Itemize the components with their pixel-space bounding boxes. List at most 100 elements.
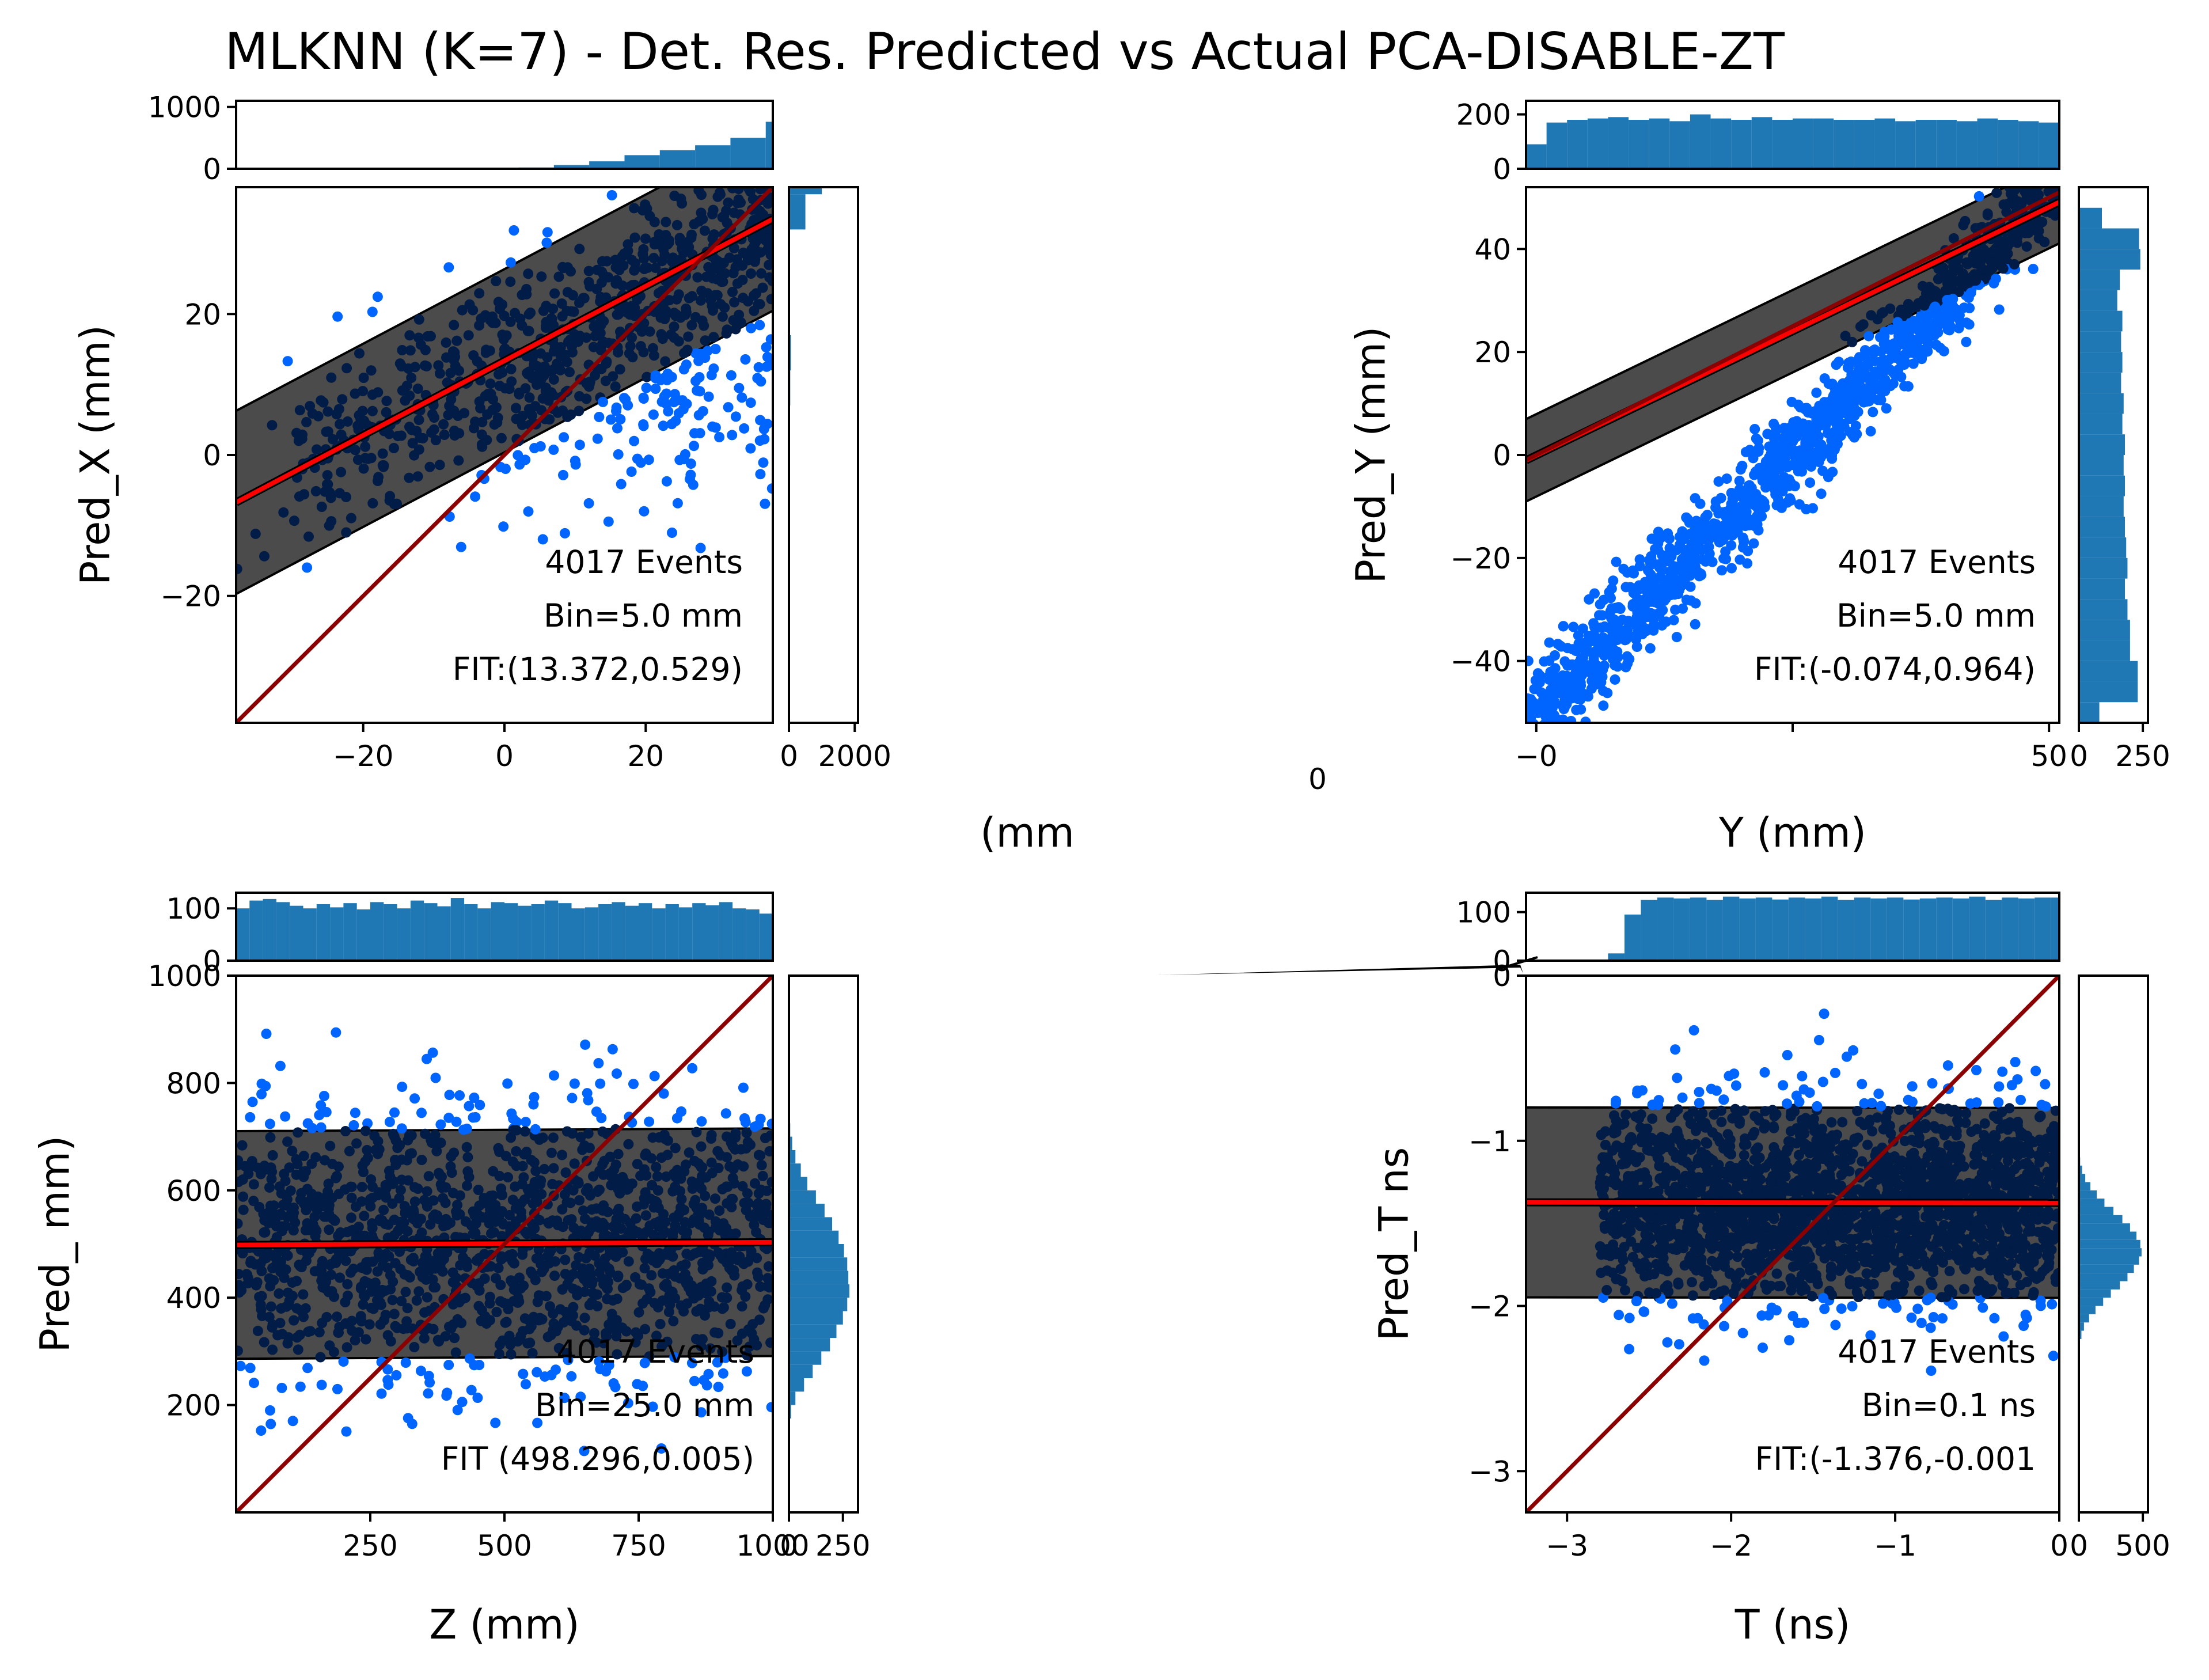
scatter-point [276, 1209, 287, 1220]
scatter-point [382, 1364, 393, 1375]
right-hist-tick-label: 250 [815, 1529, 870, 1563]
scatter-point [1827, 378, 1838, 389]
right-hist-bar [789, 1324, 837, 1338]
scatter-point [2051, 172, 2062, 183]
scatter-point [608, 371, 618, 382]
scatter-point [1907, 1081, 1918, 1092]
top-hist-bar [1936, 120, 1957, 169]
scatter-point [494, 369, 504, 380]
right-hist-bar [2079, 475, 2125, 496]
scatter-point [553, 271, 564, 282]
plot-area-y [1526, 172, 2062, 723]
scatter-point [236, 1155, 244, 1166]
scatter-point [416, 1227, 427, 1238]
scatter-point [675, 312, 686, 323]
scatter-point [718, 1368, 728, 1379]
scatter-point [610, 381, 621, 392]
scatter-point [342, 416, 353, 427]
scatter-point [701, 1172, 711, 1183]
scatter-point [2042, 176, 2052, 186]
right-hist-frame [788, 186, 859, 724]
scatter-point [474, 320, 485, 331]
scatter-point [2051, 175, 2062, 185]
scatter-point [433, 1213, 444, 1224]
top-hist-bar [236, 908, 250, 961]
scatter-point [567, 347, 578, 358]
scatter-point [359, 1211, 370, 1222]
scatter-point [485, 378, 496, 389]
scatter-point [678, 404, 689, 415]
scatter-point [434, 460, 445, 471]
scatter-point [447, 1299, 458, 1310]
scatter-point [430, 435, 441, 446]
scatter-point [726, 370, 737, 381]
scatter-point [326, 1269, 336, 1280]
scatter-point [712, 1357, 723, 1368]
scatter-point [536, 271, 547, 282]
scatter-point [419, 360, 430, 371]
scatter-point [236, 563, 242, 574]
scatter-point [1942, 324, 1953, 335]
scatter-point [644, 1220, 655, 1231]
scatter-point [358, 463, 369, 474]
top-hist-bar [2039, 122, 2059, 169]
scatter-point [358, 386, 368, 397]
scatter-point [701, 1380, 712, 1391]
scatter-point [456, 1318, 467, 1329]
top-hist-tick-label: 0 [203, 153, 221, 186]
right-hist-tick-label: 0 [2070, 739, 2088, 773]
top-hist-tick-label: 0 [1493, 153, 1511, 186]
right-hist-bar [2079, 599, 2128, 620]
right-hist-bar [789, 1163, 801, 1177]
scatter-point [572, 1290, 583, 1300]
scatter-point [500, 1317, 511, 1328]
scatter-point [472, 1393, 483, 1403]
scatter-point [579, 1313, 590, 1323]
scatter-point [1677, 1092, 1688, 1103]
scatter-point [291, 1303, 302, 1314]
scatter-point [738, 247, 749, 258]
scatter-point [1775, 1280, 1786, 1291]
top-hist-bar [665, 904, 679, 961]
scatter-point [690, 1194, 701, 1205]
scatter-point [1899, 381, 1910, 392]
scatter-point [565, 266, 576, 277]
scatter-point [405, 345, 416, 356]
scatter-point [387, 1295, 398, 1306]
scatter-point [1557, 670, 1568, 681]
scatter-point [691, 1127, 702, 1137]
right-hist-bar [2079, 290, 2117, 311]
scatter-point [695, 1303, 706, 1314]
scatter-point [1748, 538, 1759, 549]
scatter-point [667, 528, 677, 538]
scatter-point [696, 1162, 707, 1173]
scatter-point [556, 298, 567, 309]
scatter-point [1853, 358, 1863, 369]
scatter-point [423, 1371, 434, 1382]
scatter-point [548, 444, 559, 455]
top-hist-bar [584, 907, 599, 961]
top-hist-bar [732, 908, 746, 961]
scatter-point [318, 1091, 329, 1101]
scatter-point [662, 1135, 673, 1146]
scatter-point [532, 1417, 543, 1428]
scatter-point [638, 420, 649, 431]
scatter-point [1959, 1284, 1969, 1295]
scatter-point [714, 1205, 725, 1216]
scatter-point [696, 286, 707, 296]
scatter-point [396, 1123, 407, 1134]
scatter-point [498, 334, 509, 345]
scatter-point [1567, 677, 1578, 688]
top-hist-bar [1977, 118, 1998, 169]
scatter-point [480, 390, 491, 401]
scatter-point [686, 1280, 697, 1291]
scatter-point [534, 1215, 545, 1226]
scatter-point [1740, 446, 1751, 457]
scatter-point [668, 1315, 679, 1326]
scatter-point [530, 1166, 541, 1176]
scatter-point [594, 1356, 605, 1367]
scatter-point [1855, 1117, 1866, 1127]
scatter-point [476, 429, 487, 440]
scatter-point [508, 225, 519, 236]
scatter-point [2039, 237, 2050, 248]
